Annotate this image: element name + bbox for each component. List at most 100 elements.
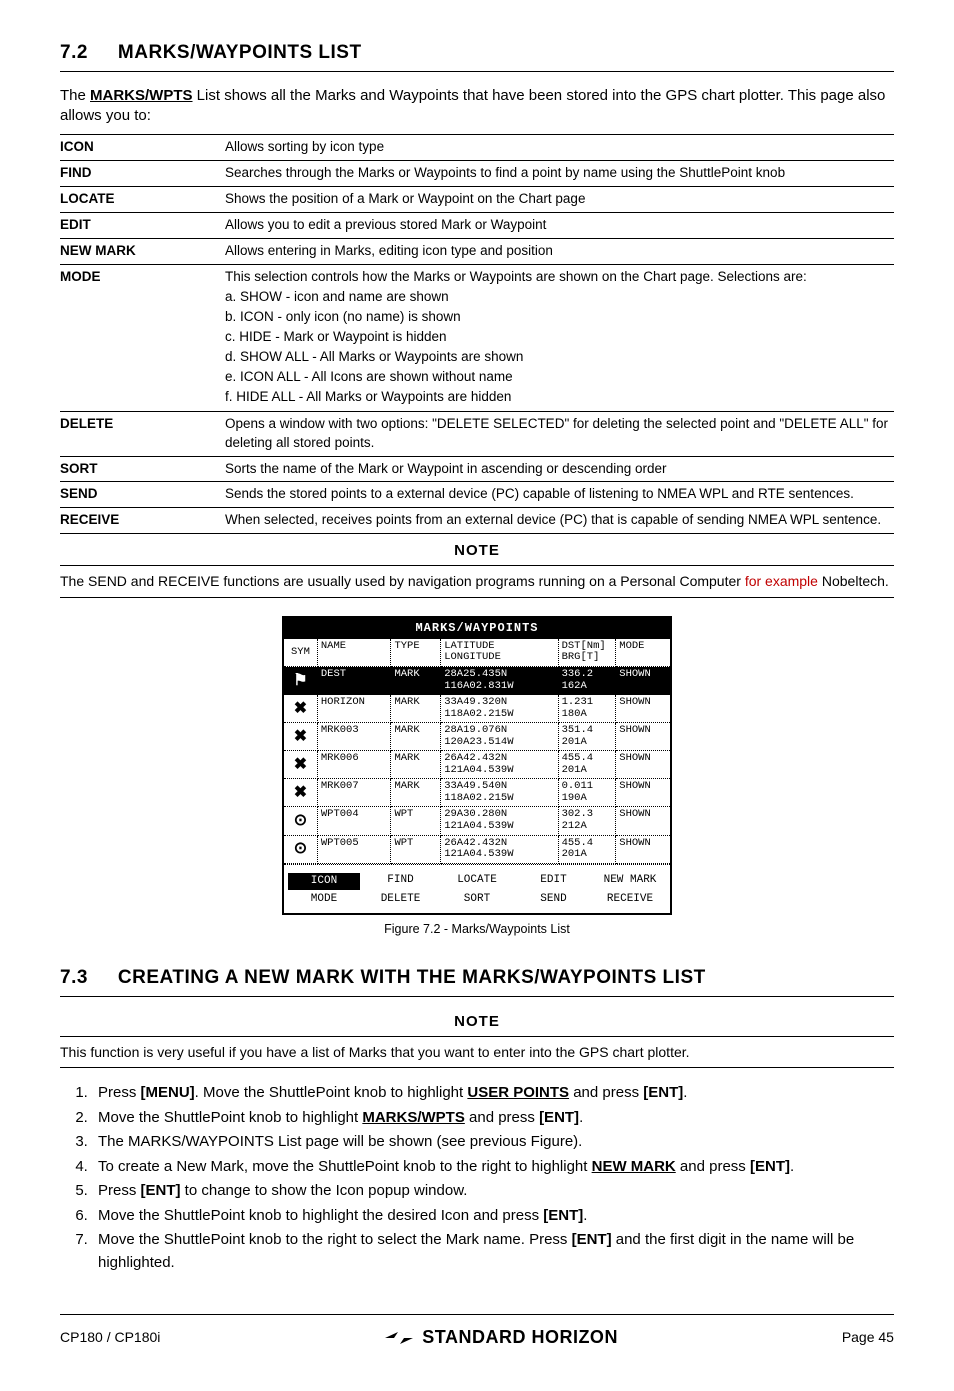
- row-label: SEND: [60, 482, 225, 508]
- cell: MRK006: [318, 751, 392, 779]
- hdr-dst: DST[Nm]BRG[T]: [559, 639, 617, 667]
- key-label: [MENU]: [141, 1084, 195, 1101]
- footer-btn: SORT: [441, 892, 513, 907]
- row-desc: Opens a window with two options: "DELETE…: [225, 411, 894, 456]
- intro-keyword: MARKS/WPTS: [90, 87, 193, 104]
- step-item: Press [ENT] to change to show the Icon p…: [92, 1180, 894, 1203]
- cell: 28A19.076N120A23.514W: [441, 723, 558, 751]
- row-label: DELETE: [60, 411, 225, 456]
- cell: 1.231180A: [559, 695, 617, 723]
- screen-data-row: ⚑DESTMARK28A25.435N116A02.831W336.2162AS…: [284, 667, 670, 695]
- cell: SHOWN: [616, 836, 670, 864]
- cell: 336.2162A: [559, 667, 617, 695]
- footer-btn: SEND: [518, 892, 590, 907]
- key-label: [ENT]: [141, 1182, 181, 1199]
- cell: WPT004: [318, 807, 392, 835]
- cell: SHOWN: [616, 751, 670, 779]
- row-label: SORT: [60, 456, 225, 482]
- footer-btn: RECEIVE: [594, 892, 666, 907]
- note-heading: NOTE: [60, 1011, 894, 1032]
- row-label: RECEIVE: [60, 508, 225, 534]
- brand-logo-icon: [384, 1330, 414, 1346]
- section-title: CREATING A NEW MARK WITH THE MARKS/WAYPO…: [118, 967, 706, 988]
- footer-row-2: MODE DELETE SORT SEND RECEIVE: [288, 892, 666, 907]
- hdr-sym: SYM: [284, 639, 318, 667]
- table-row: MODEThis selection controls how the Mark…: [60, 264, 894, 411]
- figure-7-2: MARKS/WAYPOINTS SYM NAME TYPE LATITUDELO…: [60, 616, 894, 939]
- note-red-text: for example: [745, 573, 818, 589]
- cell: MRK007: [318, 779, 392, 807]
- table-row: SENDSends the stored points to a externa…: [60, 482, 894, 508]
- cell: SHOWN: [616, 667, 670, 695]
- screen-data-row: ⊙WPT005WPT26A42.432N121A04.539W455.4201A…: [284, 836, 670, 864]
- intro-paragraph: The MARKS/WPTS List shows all the Marks …: [60, 86, 894, 127]
- brand-text: STANDARD HORIZON: [422, 1325, 618, 1350]
- sym-icon: ⚑: [293, 673, 307, 689]
- key-label: [ENT]: [539, 1109, 579, 1126]
- cell: 302.3212A: [559, 807, 617, 835]
- footer-row-1: ICONFINDLOCATEEDITNEW MARK: [288, 873, 666, 890]
- hdr-mode: MODE: [616, 639, 670, 667]
- cell: MARK: [391, 751, 441, 779]
- row-desc: Sends the stored points to a external de…: [225, 482, 894, 508]
- footer-left: CP180 / CP180i: [60, 1328, 160, 1348]
- cell: 0.011190A: [559, 779, 617, 807]
- step-item: Move the ShuttlePoint knob to highlight …: [92, 1107, 894, 1130]
- cell: MARK: [391, 723, 441, 751]
- sub-item: c. HIDE - Mark or Waypoint is hidden: [225, 328, 894, 347]
- cell: ✖: [284, 723, 318, 751]
- row-label: LOCATE: [60, 186, 225, 212]
- key-label: [ENT]: [643, 1084, 683, 1101]
- screen-data-row: ✖MRK006MARK26A42.432N121A04.539W455.4201…: [284, 751, 670, 779]
- cell: MARK: [391, 695, 441, 723]
- cell: MARK: [391, 667, 441, 695]
- cell: 455.4201A: [559, 751, 617, 779]
- screen-footer: ICONFINDLOCATEEDITNEW MARK MODEDELETESOR…: [284, 864, 670, 914]
- table-row: LOCATEShows the position of a Mark or Wa…: [60, 186, 894, 212]
- sym-icon: ✖: [294, 701, 307, 717]
- table-row: NEW MARKAllows entering in Marks, editin…: [60, 238, 894, 264]
- sub-item: b. ICON - only icon (no name) is shown: [225, 308, 894, 327]
- table-row: DELETEOpens a window with two options: "…: [60, 411, 894, 456]
- cell: 33A49.320N118A02.215W: [441, 695, 558, 723]
- footer-btn: FIND: [365, 873, 437, 890]
- footer-btn: DELETE: [365, 892, 437, 907]
- cell: 33A49.540N118A02.215W: [441, 779, 558, 807]
- cell: 26A42.432N121A04.539W: [441, 751, 558, 779]
- cell: SHOWN: [616, 695, 670, 723]
- menu-label: USER POINTS: [467, 1084, 569, 1101]
- cell: WPT: [391, 836, 441, 864]
- row-desc: Shows the position of a Mark or Waypoint…: [225, 186, 894, 212]
- cell: 351.4201A: [559, 723, 617, 751]
- section-title: MARKS/WAYPOINTS LIST: [118, 42, 362, 63]
- screen-data-row: ✖MRK003MARK28A19.076N120A23.514W351.4201…: [284, 723, 670, 751]
- step-item: To create a New Mark, move the ShuttlePo…: [92, 1156, 894, 1179]
- step-item: The MARKS/WAYPOINTS List page will be sh…: [92, 1131, 894, 1154]
- table-row: EDITAllows you to edit a previous stored…: [60, 212, 894, 238]
- cell: ✖: [284, 751, 318, 779]
- row-label: FIND: [60, 160, 225, 186]
- table-row: RECEIVEWhen selected, receives points fr…: [60, 508, 894, 534]
- cell: WPT: [391, 807, 441, 835]
- row-desc: When selected, receives points from an e…: [225, 508, 894, 534]
- hdr-type: TYPE: [391, 639, 441, 667]
- cell: ✖: [284, 695, 318, 723]
- menu-label: NEW MARK: [592, 1158, 676, 1175]
- cell: MARK: [391, 779, 441, 807]
- footer-btn: MODE: [288, 892, 360, 907]
- cell: HORIZON: [318, 695, 392, 723]
- section-number: 7.2: [60, 40, 88, 67]
- sub-item: e. ICON ALL - All Icons are shown withou…: [225, 368, 894, 387]
- sub-item: a. SHOW - icon and name are shown: [225, 288, 894, 307]
- table-row: ICONAllows sorting by icon type: [60, 135, 894, 161]
- row-desc: Allows entering in Marks, editing icon t…: [225, 238, 894, 264]
- footer-btn: EDIT: [518, 873, 590, 890]
- step-item: Move the ShuttlePoint knob to the right …: [92, 1229, 894, 1274]
- figure-caption: Figure 7.2 - Marks/Waypoints List: [60, 921, 894, 939]
- row-label: ICON: [60, 135, 225, 161]
- footer-btn: LOCATE: [441, 873, 513, 890]
- key-label: [ENT]: [543, 1207, 583, 1224]
- table-row: SORTSorts the name of the Mark or Waypoi…: [60, 456, 894, 482]
- cell: MRK003: [318, 723, 392, 751]
- note-heading: NOTE: [60, 540, 894, 561]
